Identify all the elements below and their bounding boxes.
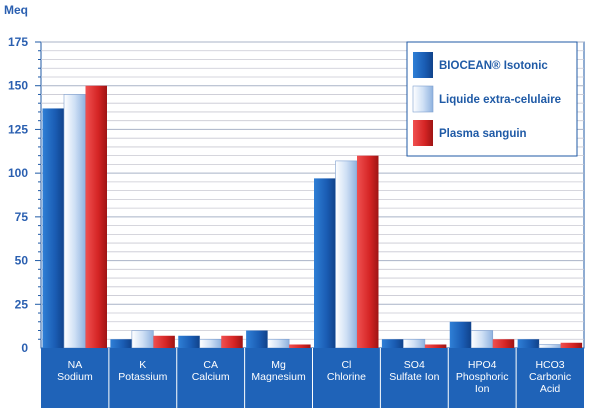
category-label: Mg <box>271 359 286 371</box>
legend-swatch <box>413 52 433 78</box>
legend: BIOCEAN® Isotonic Liquide extra-celulaire… <box>406 41 578 157</box>
bar-biocean-isotonic-0 <box>42 108 64 349</box>
legend-swatch <box>412 85 434 113</box>
bar-biocean-isotonic-1 <box>110 339 132 348</box>
y-tick-label: 175 <box>8 35 28 49</box>
bar-liquide-extra-celulaire-7 <box>538 344 561 349</box>
category-label: Calcium <box>192 371 230 383</box>
bar-liquide-extra-celulaire-5 <box>403 338 426 349</box>
bar-liquide-extra-celulaire-3 <box>267 338 290 349</box>
y-tick-label: 0 <box>21 341 28 355</box>
y-tick-label: 75 <box>15 210 29 224</box>
category-label: Acid <box>540 383 561 395</box>
bar-liquide-extra-celulaire-1 <box>131 330 154 349</box>
legend-entry: Liquide extra-celulaire <box>439 94 561 106</box>
bar-plasma-sanguin-2 <box>221 335 243 348</box>
y-ticks: 0 25 50 75 100 125 150 175 <box>8 35 41 355</box>
category-label: Chlorine <box>327 371 366 383</box>
category-label: Cl <box>341 359 351 371</box>
category-label: Sulfate Ion <box>389 371 439 383</box>
category-label: CA <box>203 359 218 371</box>
bar-biocean-isotonic-5 <box>381 339 404 348</box>
bar-biocean-isotonic-3 <box>246 330 268 348</box>
bar-plasma-sanguin-3 <box>289 344 311 348</box>
y-tick-label: 25 <box>15 297 29 311</box>
category-label: HCO3 <box>535 359 564 371</box>
bar-plasma-sanguin-1 <box>153 335 175 348</box>
bar-plasma-sanguin-7 <box>560 342 583 348</box>
legend-entry: Plasma sanguin <box>439 128 527 140</box>
category-label: Ion <box>475 383 490 395</box>
bar-liquide-extra-celulaire-2 <box>199 338 222 349</box>
gridlines <box>40 41 585 349</box>
category-label: Potassium <box>118 371 167 383</box>
bar-plasma-sanguin-0 <box>85 85 107 348</box>
bar-liquide-extra-celulaire-4 <box>335 160 358 349</box>
category-label: SO4 <box>404 359 425 371</box>
category-label: Carbonic <box>529 371 571 383</box>
legend-swatch <box>413 120 433 146</box>
category-label: NA <box>68 359 83 371</box>
category-label: Sodium <box>57 371 93 383</box>
bar-biocean-isotonic-7 <box>517 339 540 348</box>
y-tick-label: 150 <box>8 79 28 93</box>
category-label: Magnesium <box>251 371 306 383</box>
legend-box <box>406 41 578 157</box>
y-axis-label: Meq <box>4 3 28 17</box>
bar-biocean-isotonic-6 <box>449 321 472 348</box>
category-label: HPO4 <box>468 359 497 371</box>
bar-liquide-extra-celulaire-6 <box>470 330 494 349</box>
bar-plasma-sanguin-5 <box>424 344 447 348</box>
y-tick-label: 125 <box>8 122 28 136</box>
bar-biocean-isotonic-2 <box>178 335 200 348</box>
bar-plasma-sanguin-6 <box>492 339 515 348</box>
category-label: K <box>139 359 146 371</box>
bar-plasma-sanguin-4 <box>357 155 379 348</box>
y-tick-label: 100 <box>8 166 28 180</box>
category-label: Phosphoric <box>456 371 509 383</box>
legend-entry: BIOCEAN® Isotonic <box>439 60 548 72</box>
bars <box>42 85 583 349</box>
bar-biocean-isotonic-4 <box>314 178 336 348</box>
bar-liquide-extra-celulaire-0 <box>63 94 86 349</box>
y-tick-label: 50 <box>15 254 29 268</box>
